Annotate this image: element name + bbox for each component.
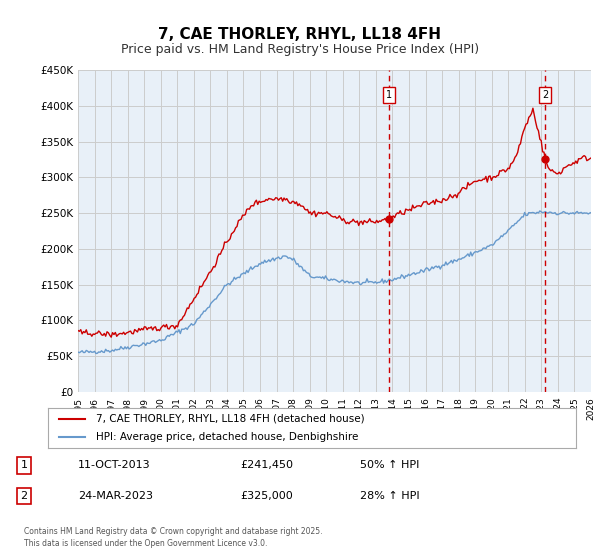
Text: £241,450: £241,450	[240, 460, 293, 470]
Text: 2: 2	[20, 491, 28, 501]
Text: 28% ↑ HPI: 28% ↑ HPI	[360, 491, 419, 501]
Text: Price paid vs. HM Land Registry's House Price Index (HPI): Price paid vs. HM Land Registry's House …	[121, 43, 479, 55]
Text: 24-MAR-2023: 24-MAR-2023	[78, 491, 153, 501]
Text: 1: 1	[386, 90, 392, 100]
Text: HPI: Average price, detached house, Denbighshire: HPI: Average price, detached house, Denb…	[95, 432, 358, 442]
Text: 1: 1	[20, 460, 28, 470]
Text: Contains HM Land Registry data © Crown copyright and database right 2025.
This d: Contains HM Land Registry data © Crown c…	[24, 527, 323, 548]
Text: 7, CAE THORLEY, RHYL, LL18 4FH (detached house): 7, CAE THORLEY, RHYL, LL18 4FH (detached…	[95, 414, 364, 423]
Text: 11-OCT-2013: 11-OCT-2013	[78, 460, 151, 470]
Text: 7, CAE THORLEY, RHYL, LL18 4FH: 7, CAE THORLEY, RHYL, LL18 4FH	[158, 27, 442, 42]
Text: £325,000: £325,000	[240, 491, 293, 501]
Text: 50% ↑ HPI: 50% ↑ HPI	[360, 460, 419, 470]
Text: 2: 2	[542, 90, 548, 100]
